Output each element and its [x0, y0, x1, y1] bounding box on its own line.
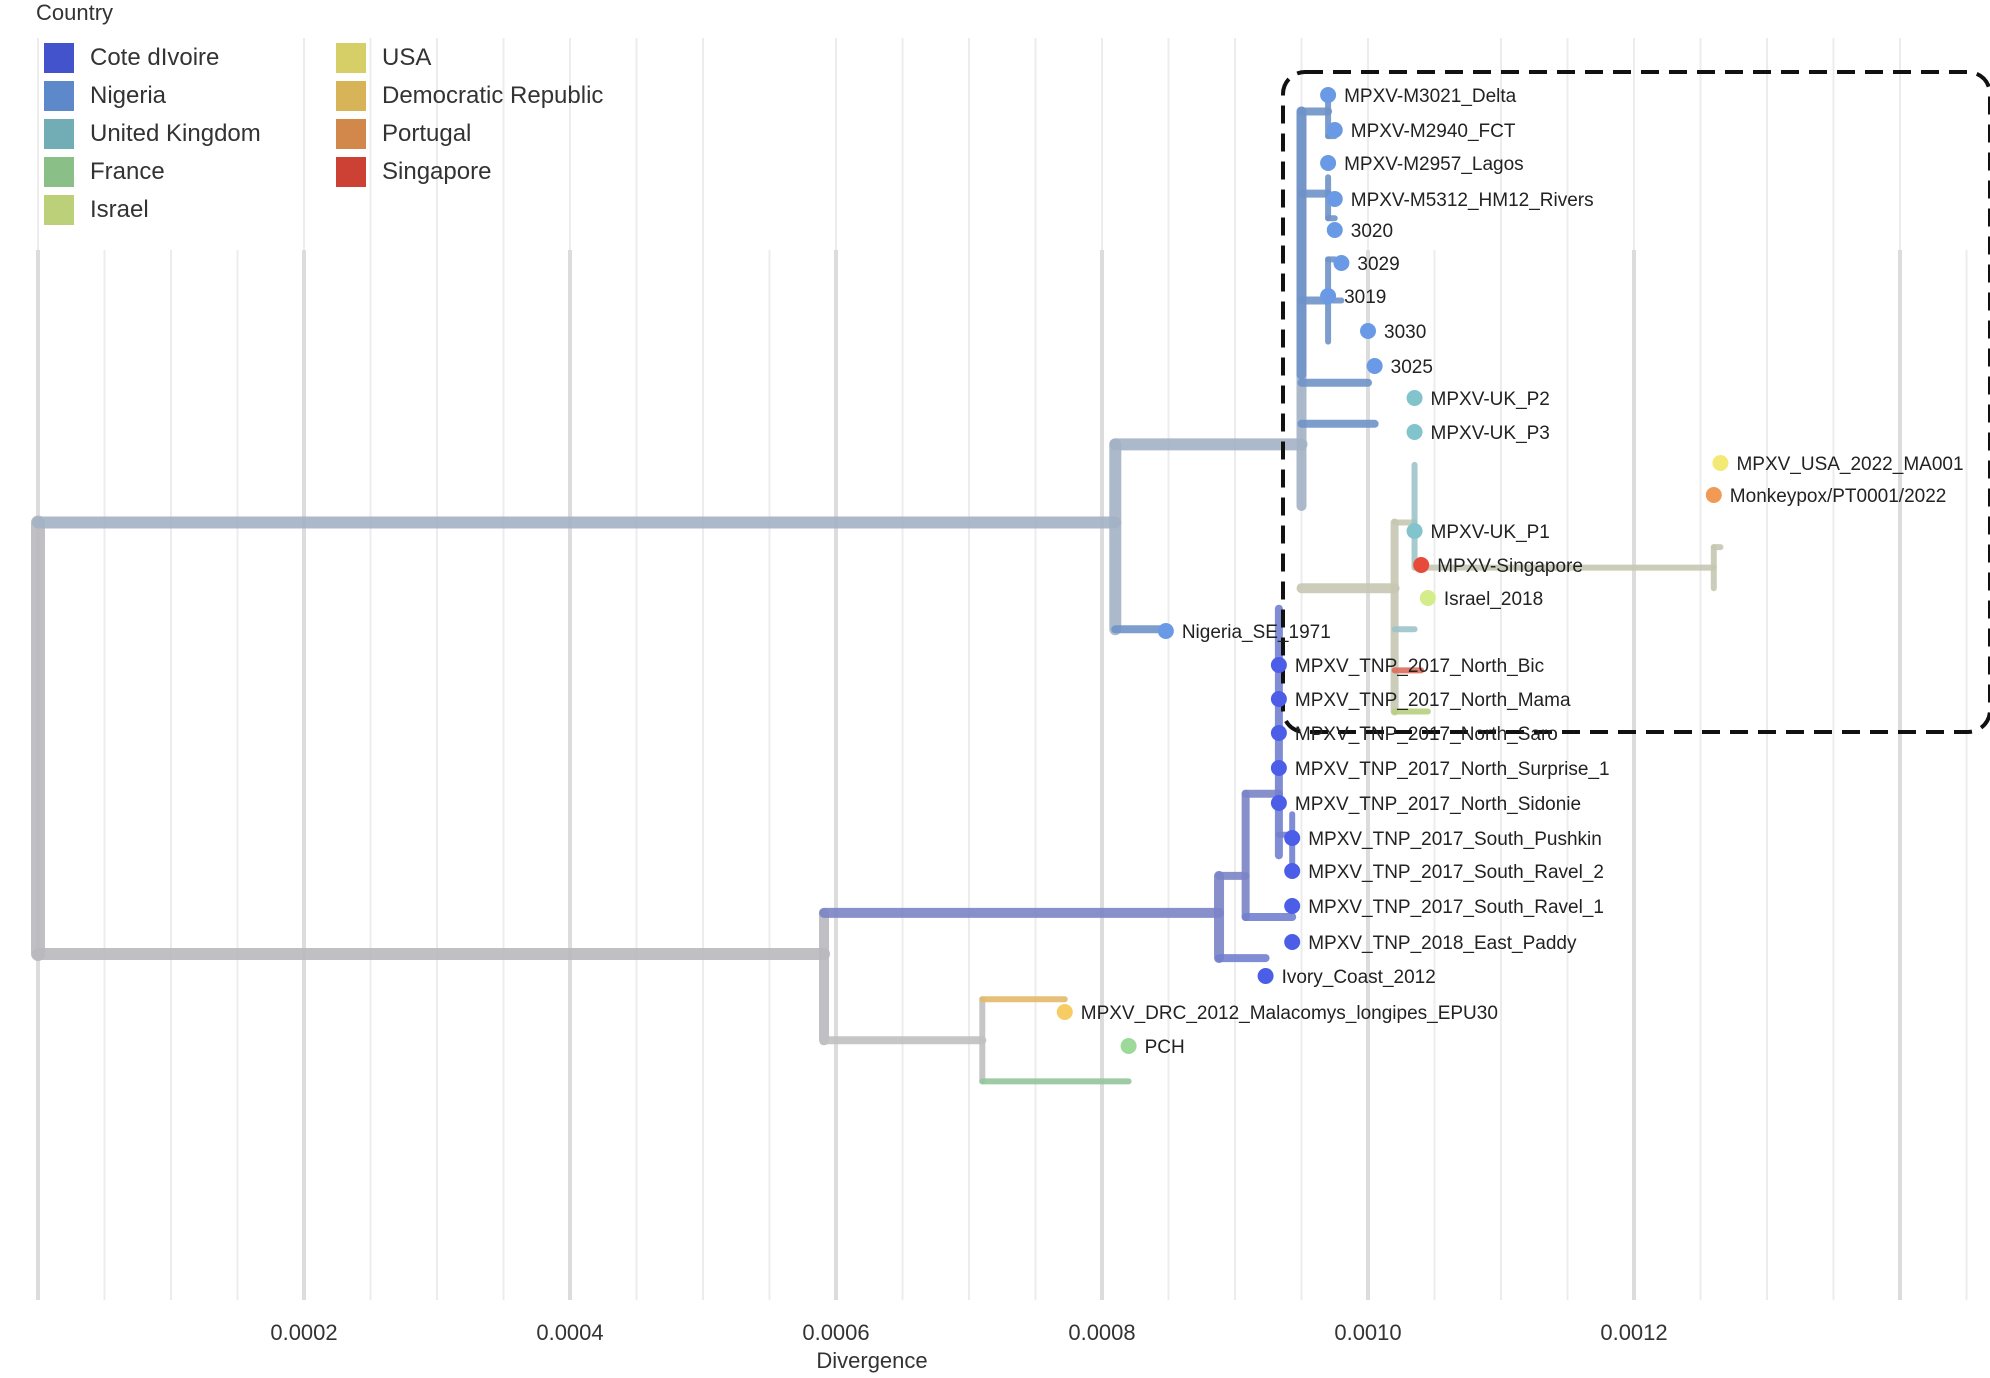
tip-label: MPXV_TNP_2017_South_Ravel_2 [1308, 862, 1604, 883]
tip-label: Israel_2018 [1444, 589, 1543, 610]
legend-label: USA [382, 44, 432, 71]
legend-swatch [336, 43, 366, 73]
tip-label: 3030 [1384, 322, 1426, 343]
legend-swatch [44, 81, 74, 111]
tip-label: MPXV_TNP_2017_North_Saro [1295, 724, 1558, 745]
tip-label: MPXV_DRC_2012_Malacomys_longipes_EPU30 [1081, 1003, 1498, 1024]
legend-label: United Kingdom [90, 120, 261, 147]
legend-label: Cote dIvoire [90, 44, 220, 71]
legend-swatch [44, 157, 74, 187]
tip-label: 3029 [1357, 254, 1399, 275]
tip-marker[interactable] [1326, 191, 1343, 207]
tip-marker[interactable] [1705, 487, 1722, 503]
tip-marker[interactable] [1333, 255, 1350, 271]
tip-label: Ivory_Coast_2012 [1282, 967, 1436, 988]
x-tick-label: 0.0002 [270, 1320, 337, 1345]
tip-marker[interactable] [1270, 760, 1287, 776]
tip-label: PCH [1145, 1037, 1185, 1058]
tip-marker[interactable] [1284, 830, 1301, 846]
grid-lines [36, 38, 1968, 1300]
x-axis: 0.0002 0.0004 0.0006 0.0008 0.0010 0.0012 [270, 1320, 1667, 1345]
tip-marker[interactable] [1270, 657, 1287, 673]
tip-marker[interactable] [1406, 523, 1423, 539]
tip-marker[interactable] [1157, 623, 1174, 639]
tip-marker[interactable] [1326, 222, 1343, 238]
legend-item: USA [336, 41, 431, 75]
legend-item: Cote dIvoire [44, 41, 219, 75]
legend-swatch [44, 119, 74, 149]
x-tick-label: 0.0004 [536, 1320, 603, 1345]
tip-label: MPXV_TNP_2017_South_Ravel_1 [1308, 897, 1604, 918]
legend-item: Singapore [336, 155, 491, 189]
tip-label: Nigeria_SE_1971 [1182, 622, 1331, 643]
tip-label: MPXV-M2940_FCT [1351, 121, 1516, 142]
tip-marker[interactable] [1270, 795, 1287, 811]
tip-label: 3019 [1344, 287, 1386, 308]
highlight-box [1281, 70, 1990, 734]
tip-marker[interactable] [1406, 390, 1423, 406]
x-axis-label: Divergence [816, 1348, 927, 1373]
x-tick-label: 0.0012 [1600, 1320, 1667, 1345]
tip-marker[interactable] [1326, 122, 1343, 138]
tip-label: MPXV_TNP_2017_North_Sidonie [1295, 794, 1581, 815]
tip-label: MPXV_TNP_2017_North_Bic [1295, 656, 1544, 677]
legend-swatch [336, 119, 366, 149]
tree-tips: MPXV-M3021_Delta MPXV-M2940_FCT MPXV-M2957… [1056, 86, 1964, 1058]
tip-label: MPXV-UK_P3 [1431, 423, 1550, 444]
tip-label: MPXV-UK_P1 [1431, 522, 1550, 543]
tip-marker[interactable] [1284, 898, 1301, 914]
tip-marker[interactable] [1360, 323, 1376, 339]
legend-label: France [90, 158, 165, 185]
legend-item: Nigeria [44, 79, 166, 113]
x-tick-label: 0.0006 [802, 1320, 869, 1345]
tip-marker[interactable] [1270, 691, 1287, 707]
legend-item: Portugal [336, 117, 471, 151]
legend-item: France [44, 155, 165, 189]
tip-marker[interactable] [1366, 358, 1383, 374]
tip-marker[interactable] [1712, 455, 1729, 471]
tip-marker[interactable] [1320, 288, 1337, 304]
tip-label: MPXV_TNP_2018_East_Paddy [1308, 933, 1577, 954]
tip-marker[interactable] [1284, 934, 1301, 950]
legend-swatch [44, 195, 74, 225]
tip-marker[interactable] [1413, 557, 1430, 573]
tip-marker[interactable] [1056, 1004, 1073, 1020]
tip-marker[interactable] [1320, 87, 1337, 103]
tip-label: MPXV-Singapore [1437, 556, 1583, 577]
legend-swatch [336, 81, 366, 111]
tip-marker[interactable] [1419, 590, 1436, 606]
legend-item: United Kingdom [44, 117, 261, 151]
tip-label: MPXV-M2957_Lagos [1344, 154, 1524, 175]
legend-label: Singapore [382, 158, 492, 185]
legend-label: Israel [90, 196, 149, 223]
tip-label: MPXV-M3021_Delta [1344, 86, 1517, 107]
legend-label: Nigeria [90, 82, 167, 109]
tip-label: Monkeypox/PT0001/2022 [1730, 486, 1947, 507]
legend-item: Israel [44, 193, 149, 227]
x-tick-label: 0.0008 [1068, 1320, 1135, 1345]
legend-label: Democratic Republic [382, 82, 604, 109]
legend-swatch [336, 157, 366, 187]
tip-label: MPXV_TNP_2017_North_Mama [1295, 690, 1571, 711]
tip-marker[interactable] [1257, 968, 1274, 984]
tip-label: MPXV-UK_P2 [1431, 389, 1550, 410]
tip-marker[interactable] [1270, 725, 1287, 741]
tip-label: MPXV_TNP_2017_South_Pushkin [1308, 829, 1602, 850]
tip-marker[interactable] [1120, 1038, 1137, 1054]
tip-label: MPXV_TNP_2017_North_Surprise_1 [1295, 759, 1610, 780]
tip-label: 3025 [1391, 357, 1433, 378]
tip-label: MPXV_USA_2022_MA001 [1736, 454, 1963, 475]
tip-marker[interactable] [1320, 155, 1337, 171]
tip-label: MPXV-M5312_HM12_Rivers [1351, 190, 1594, 211]
tip-marker[interactable] [1406, 424, 1423, 440]
tip-marker[interactable] [1284, 863, 1301, 879]
legend-item: Democratic Republic [336, 79, 603, 113]
tip-label: 3020 [1351, 221, 1393, 242]
legend-label: Portugal [382, 120, 472, 147]
x-tick-label: 0.0010 [1334, 1320, 1401, 1345]
legend-swatch [44, 43, 74, 73]
legend-title: Country [36, 0, 114, 25]
